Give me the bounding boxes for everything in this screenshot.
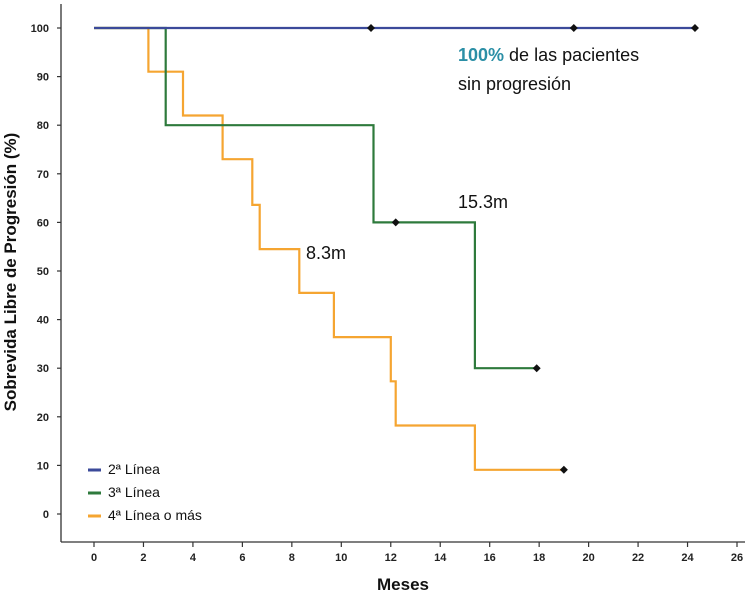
y-tick-label-60: 60 bbox=[37, 217, 49, 229]
x-tick-label-20: 20 bbox=[582, 552, 594, 564]
legend-label-3-linea: 3ª Línea bbox=[108, 484, 160, 500]
y-tick-label-100: 100 bbox=[31, 23, 49, 35]
censor-mark-3-linea-0 bbox=[391, 218, 400, 227]
x-tick-label-26: 26 bbox=[731, 552, 743, 564]
y-tick-label-0: 0 bbox=[43, 509, 49, 521]
x-axis-label: Meses bbox=[377, 575, 429, 594]
y-tick-label-70: 70 bbox=[37, 169, 49, 181]
y-tick-label-20: 20 bbox=[37, 412, 49, 424]
censor-mark-2-linea-2 bbox=[690, 24, 699, 32]
censor-mark-2-linea-0 bbox=[366, 24, 375, 32]
series-line-3-linea bbox=[94, 26, 537, 370]
x-tick-label-14: 14 bbox=[434, 552, 447, 564]
x-tick-label-4: 4 bbox=[190, 552, 197, 564]
y-tick-label-10: 10 bbox=[37, 460, 49, 472]
x-tick-label-10: 10 bbox=[335, 552, 347, 564]
y-tick-label-30: 30 bbox=[37, 363, 49, 375]
axes bbox=[60, 4, 745, 543]
annotation-median-3-linea: 15.3m bbox=[458, 192, 508, 212]
y-tick-label-80: 80 bbox=[37, 120, 49, 132]
legend: 2ª Línea 3ª Línea 4ª Línea o más bbox=[88, 461, 202, 523]
censor-mark-2-linea-1 bbox=[569, 24, 578, 32]
annotation-highlight: 100% bbox=[458, 45, 504, 65]
censor-marks bbox=[366, 24, 699, 474]
y-tick-label-50: 50 bbox=[37, 266, 49, 278]
x-tick-label-24: 24 bbox=[681, 552, 694, 564]
annotations: 100% de las pacientes sin progresión 15.… bbox=[306, 45, 639, 263]
x-tick-label-0: 0 bbox=[91, 552, 97, 564]
x-tick-label-16: 16 bbox=[484, 552, 496, 564]
series-line-4-linea bbox=[94, 26, 564, 471]
legend-label-2-linea: 2ª Línea bbox=[108, 461, 160, 477]
series-group bbox=[94, 26, 695, 471]
annotation-median-4-linea: 8.3m bbox=[306, 243, 346, 263]
legend-label-4-linea: 4ª Línea o más bbox=[108, 507, 202, 523]
y-ticks: 0 10 20 30 40 50 60 70 80 90 100 bbox=[31, 23, 61, 521]
x-ticks: 0 2 4 6 8 10 12 14 16 18 20 22 24 26 bbox=[91, 542, 743, 564]
x-tick-label-6: 6 bbox=[239, 552, 245, 564]
y-axis-label: Sobrevida Libre de Progresión (%) bbox=[1, 133, 20, 412]
x-tick-label-18: 18 bbox=[533, 552, 545, 564]
x-tick-label-12: 12 bbox=[385, 552, 397, 564]
censor-mark-4-linea-0 bbox=[559, 465, 568, 474]
censor-mark-3-linea-1 bbox=[532, 364, 541, 373]
x-tick-label-8: 8 bbox=[289, 552, 295, 564]
y-tick-label-40: 40 bbox=[37, 315, 49, 327]
annotation-sin-progresion-line1: 100% de las pacientes bbox=[458, 45, 639, 65]
y-tick-label-90: 90 bbox=[37, 72, 49, 84]
x-tick-label-2: 2 bbox=[140, 552, 146, 564]
annotation-line1-text: de las pacientes bbox=[504, 45, 639, 65]
annotation-sin-progresion-line2: sin progresión bbox=[458, 74, 571, 94]
x-tick-label-22: 22 bbox=[632, 552, 644, 564]
